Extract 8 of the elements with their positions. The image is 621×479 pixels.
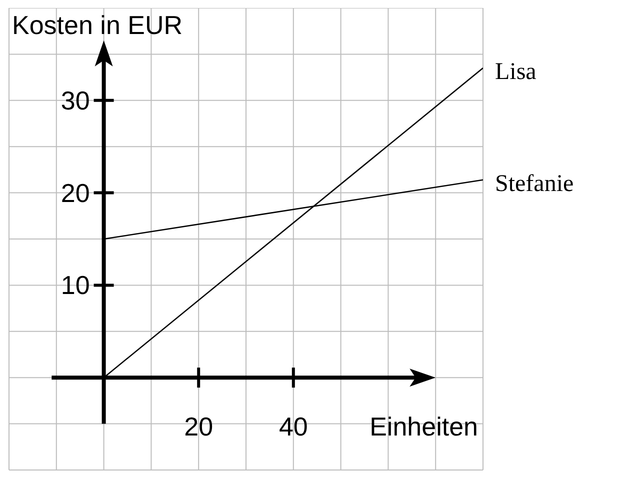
series-label: Stefanie [495,170,574,197]
y-tick-label: 10 [60,270,90,300]
series-label: Lisa [495,59,537,86]
y-tick-label: 30 [60,85,90,116]
y-axis-title: Kosten in EUR [12,10,183,40]
y-tick-label: 20 [60,178,90,208]
x-tick-label: 40 [278,412,308,442]
x-axis-title: Einheiten [370,412,478,442]
